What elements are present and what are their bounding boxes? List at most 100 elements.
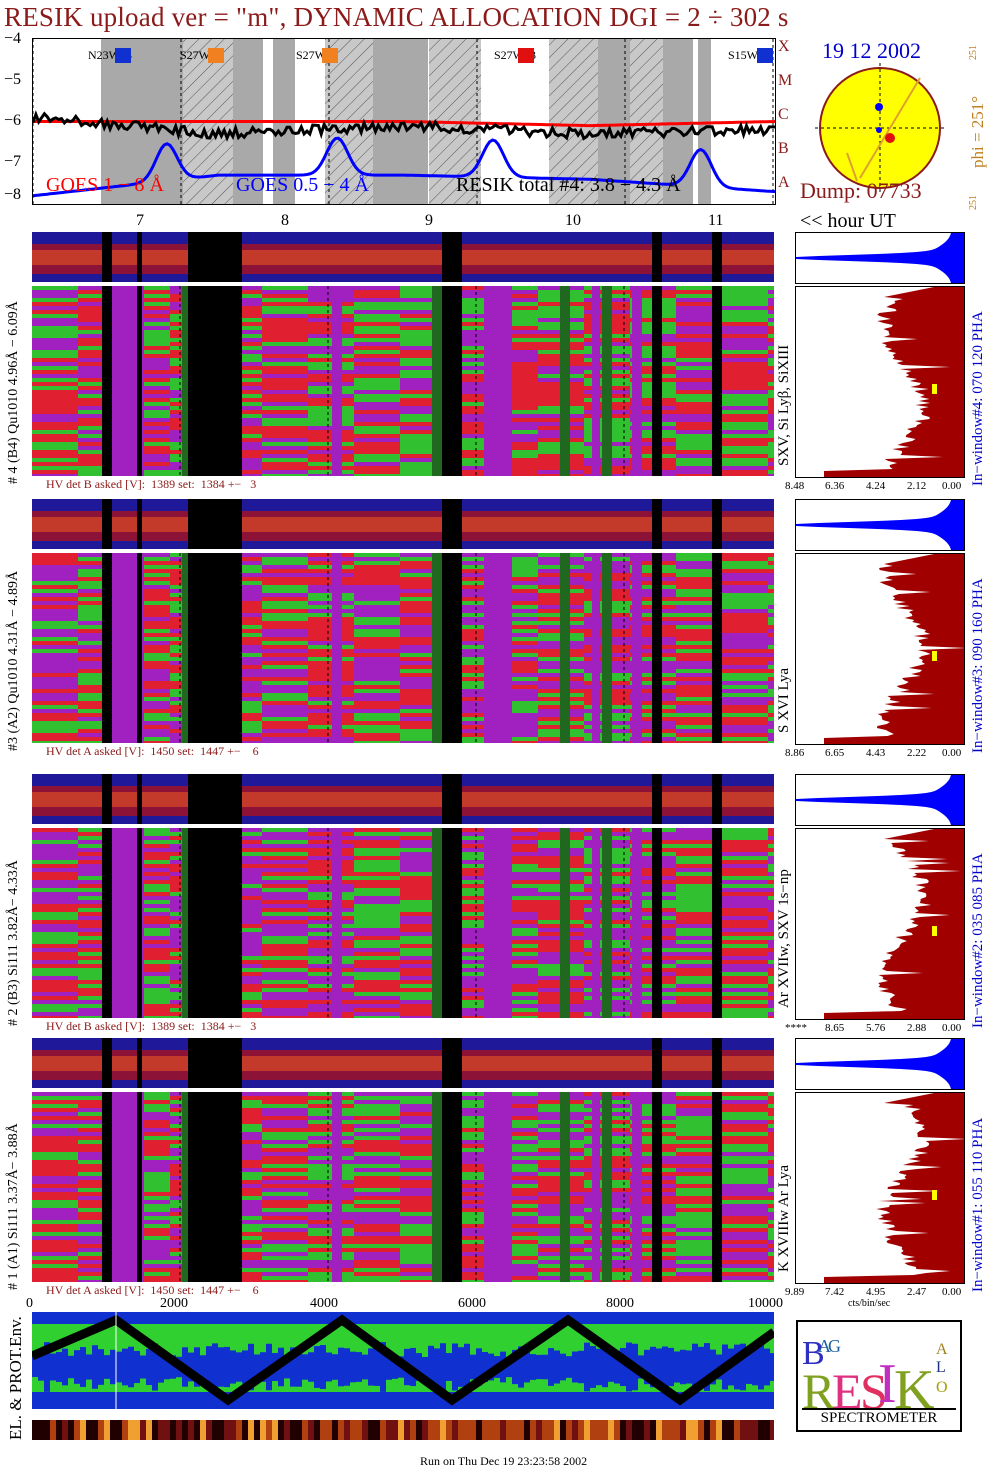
spectrogram-band: [592, 1092, 600, 1282]
window-marker: [932, 384, 937, 394]
spectrum-profile: [795, 553, 965, 745]
footer-run: Run on Thu Dec 19 23:23:58 2002: [420, 1454, 588, 1468]
logo-caption: SPECTROMETER: [802, 1408, 956, 1427]
spectrum-xtick: 0.00: [942, 1286, 962, 1298]
logo-letter: A: [818, 1336, 831, 1356]
data-gap: [137, 553, 142, 743]
bottom-xtick: 8000: [606, 1296, 634, 1311]
channel-lines-label: Ar XVIIw, SXV 1s−np: [776, 869, 792, 1008]
spectrogram-band: [182, 1092, 192, 1282]
spectrum-xtick: 5.76: [866, 1022, 886, 1034]
spectrum-xtick: 9.89: [785, 1286, 805, 1298]
data-gap: [102, 828, 112, 1018]
pha-histogram: [795, 232, 965, 284]
data-gap: [188, 286, 232, 476]
logo-letter: L: [936, 1359, 946, 1376]
data-gap: [652, 774, 662, 824]
data-gap: [232, 774, 242, 824]
spectrum-xtick: 8.65: [825, 1022, 845, 1034]
sun-date: 19 12 2002: [822, 38, 921, 63]
spectrogram-band: [592, 553, 600, 743]
hour-label: 10: [565, 212, 581, 229]
spectrogram-band: [332, 553, 342, 743]
region-marker: [757, 48, 773, 63]
spectrogram-band: [592, 828, 600, 1018]
channel-spectrogram: [32, 286, 774, 476]
goes-band: [549, 39, 598, 204]
spectrum-xtick: 0.00: [942, 1022, 962, 1034]
spectrogram-band: [332, 1092, 342, 1282]
spectrogram-svg: [32, 828, 774, 1018]
logo-letter: B: [802, 1335, 825, 1372]
data-gap: [712, 774, 722, 824]
spectrogram-band: [182, 286, 192, 476]
channel-strip: [32, 774, 774, 824]
data-gap: [102, 232, 112, 282]
channel-ylabel: #3 (A2) Qu1010 4.31Å − 4.89Å: [6, 570, 21, 751]
pha-fill: [796, 233, 964, 283]
goes-band: [698, 39, 711, 204]
channel-strip: [32, 232, 774, 282]
pha-fill: [796, 1039, 964, 1089]
spectrum-xtick: 6.65: [825, 747, 845, 759]
goes-series-line: [33, 136, 775, 198]
goes-band: [663, 39, 693, 204]
channel-window-label: In−window#1: 055 110 PHA: [970, 1117, 986, 1292]
env-label: EL. & PROT.Env.: [6, 1316, 25, 1440]
goes-plot: [32, 38, 776, 205]
spectrum-fill: [824, 829, 964, 1019]
bottom-xtick: 6000: [458, 1296, 486, 1311]
data-gap: [712, 232, 722, 282]
spectrum-profile: [795, 1092, 965, 1284]
env-strip: [32, 1420, 774, 1440]
spectrum-xtick: 4.95: [866, 1286, 886, 1298]
goes-ytick: −5: [4, 71, 22, 88]
window-marker: [932, 1190, 937, 1200]
logo-letter: K: [894, 1359, 934, 1421]
data-gap: [102, 553, 112, 743]
channel-lines-label: SXV, Si Lyβ, SiXIII: [776, 344, 792, 466]
env-plot: [32, 1312, 774, 1409]
channel-strip-svg: [32, 499, 774, 549]
logo-letter: G: [828, 1336, 841, 1356]
spectrum-xtick: 8.86: [785, 747, 805, 759]
data-gap: [188, 1038, 232, 1088]
hv-readout: HV det B asked [V]: 1389 set: 1384 +− 3: [46, 1019, 257, 1033]
spectrum-xtick: 8.48: [785, 480, 805, 492]
data-gap: [188, 1092, 232, 1282]
data-gap: [712, 553, 722, 743]
class-letter: A: [778, 174, 790, 191]
goes-band: [630, 39, 663, 204]
data-gap: [712, 1092, 722, 1282]
data-gap: [137, 1092, 142, 1282]
data-gap: [442, 286, 462, 476]
channel-ylabel: # 4 (B4) Qu1010 4.96Å − 6.09Å: [6, 301, 21, 484]
phi-label: phi = 251°: [968, 95, 987, 168]
data-gap: [188, 774, 232, 824]
data-gap: [102, 1092, 112, 1282]
pha-histogram: [795, 774, 965, 826]
data-gap: [652, 828, 662, 1018]
data-gap: [102, 1038, 112, 1088]
sun-panel: [795, 38, 967, 203]
data-gap: [188, 232, 232, 282]
data-gap: [137, 232, 142, 282]
hv-readout: HV det A asked [V]: 1450 set: 1447 +− 6: [46, 1283, 259, 1297]
data-gap: [442, 1092, 462, 1282]
spectrogram-band: [484, 828, 512, 1018]
pha-histogram: [795, 1038, 965, 1090]
legend-goes-short: GOES 0.5 − 4 Å: [236, 174, 369, 196]
hour-label: 11: [708, 212, 724, 229]
window-marker: [932, 651, 937, 661]
data-gap: [652, 1038, 662, 1088]
bottom-xtick: 2000: [160, 1296, 188, 1311]
spectrogram-svg: [32, 553, 774, 743]
data-gap: [137, 774, 142, 824]
spectrogram-band: [484, 286, 512, 476]
goes-band: [598, 39, 630, 204]
data-gap: [652, 499, 662, 549]
data-gap: [712, 286, 722, 476]
channel-ylabel: # 1 (A1) Si111 3.37Å− 3.88Å: [6, 1123, 21, 1290]
data-gap: [442, 828, 462, 1018]
spectrogram-svg: [32, 286, 774, 476]
